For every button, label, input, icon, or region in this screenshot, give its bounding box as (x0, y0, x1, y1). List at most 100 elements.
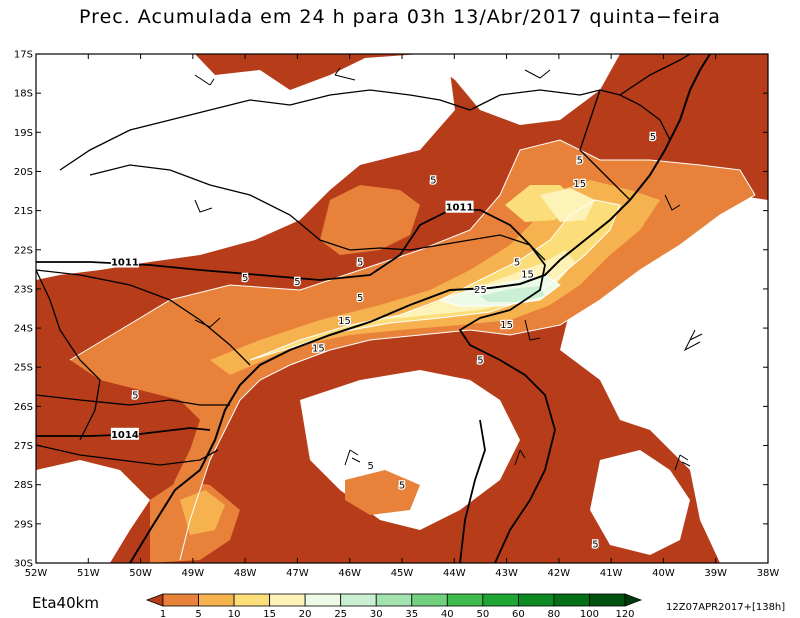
legend-tick-label: 80 (548, 609, 561, 618)
lon-label: 44W (443, 568, 466, 579)
legend-arrow-high (624, 593, 643, 607)
precip-area-5mm-islet (345, 470, 420, 515)
border-west (36, 269, 101, 441)
map-title: Prec. Acumulada em 24 h para 03h 13/Abr/… (79, 6, 721, 28)
isobar-label: 1014 (111, 430, 139, 441)
legend-swatch (233, 593, 271, 607)
border-sc-rs (36, 444, 219, 466)
isobar-1014 (36, 427, 211, 437)
precip-area-10mm (210, 180, 660, 375)
lon-label: 52W (25, 568, 48, 579)
precip-area-10mm-south (180, 490, 225, 535)
lat-label: 20S (14, 167, 33, 178)
border-mg-es (579, 89, 631, 201)
dry-area-northwest (36, 54, 455, 280)
lat-label: 30S (14, 559, 33, 570)
contour-15mm (249, 199, 621, 361)
isobar-1011-east (459, 419, 486, 563)
legend-swatch (304, 593, 342, 607)
political-boundaries (36, 54, 711, 563)
legend-swatch (269, 593, 306, 607)
wind-barb (683, 329, 703, 352)
precip-area-20mm-north (540, 188, 595, 222)
lat-label: 28S (14, 480, 33, 491)
lon-label: 47W (286, 568, 309, 579)
lon-label: 43W (495, 568, 518, 579)
legend-tick-label: 10 (228, 609, 241, 618)
legend-tick-label: 40 (441, 609, 454, 618)
lon-label: 46W (338, 568, 361, 579)
legend-swatch (517, 593, 555, 607)
run-label: 12Z07APR2017+[138h] (666, 602, 786, 613)
dry-area-southwest (36, 460, 150, 563)
precip-contour-label: 5 (294, 277, 300, 288)
lat-label: 27S (14, 441, 33, 452)
precip-contour-label: 15 (312, 344, 325, 355)
lon-label: 39W (704, 568, 727, 579)
contour-5mm (69, 139, 756, 561)
precip-contour-label: 5 (650, 132, 656, 143)
isobar-label: 1011 (446, 203, 474, 214)
wind-barb (194, 317, 221, 328)
lat-label: 24S (14, 324, 33, 335)
precip-contour-label: 15 (500, 320, 513, 331)
precip-contour-label: 5 (132, 391, 138, 402)
precip-contour-label: 5 (399, 481, 405, 492)
lat-label: 21S (14, 206, 33, 217)
legend-arrow-low (145, 593, 164, 607)
lat-label: 18S (14, 89, 33, 100)
color-legend: 1 5 10 15 20 25 30 35 40 50 60 80 100 120 (145, 593, 643, 618)
wind-barbs (194, 67, 703, 471)
precip-contour-label: 5 (242, 273, 248, 284)
latitude-labels: 17S 18S 19S 20S 21S 22S 23S 24S 25S 26S 27S 28S 29S 3… (14, 50, 33, 570)
precip-contour-label: 5 (367, 461, 373, 472)
legend-tick-label: 120 (615, 609, 634, 618)
lat-label: 22S (14, 245, 33, 256)
precip-contour-label: 5 (514, 258, 520, 269)
precip-contour-label: 15 (573, 179, 586, 190)
lon-label: 40W (652, 568, 675, 579)
legend-tick-label: 20 (299, 609, 312, 618)
lat-label: 25S (14, 363, 33, 374)
border-pr-sc (36, 394, 230, 406)
lat-label: 23S (14, 284, 33, 295)
coastline (129, 54, 711, 563)
precip-contour-label: 5 (577, 156, 583, 167)
precip-contour-label: 5 (477, 355, 483, 366)
wind-barb (524, 69, 551, 79)
legend-tick-label: 5 (195, 609, 201, 618)
wind-barb (194, 74, 215, 86)
wind-barb (664, 194, 681, 211)
legend-swatch (446, 593, 484, 607)
wind-barb (514, 449, 526, 466)
axis-ticks (35, 53, 769, 564)
precip-contour-label: 5 (430, 175, 436, 186)
legend-swatch (340, 593, 377, 607)
wind-barb (334, 67, 356, 81)
legend-swatch (162, 593, 199, 607)
precip-contour-label: 5 (357, 258, 363, 269)
lon-label: 45W (391, 568, 414, 579)
wind-barb (524, 319, 541, 341)
legend-tick-label: 25 (334, 609, 347, 618)
legend-tick-label: 100 (580, 609, 599, 618)
isobar-1011 (36, 209, 556, 563)
lon-label: 42W (548, 568, 571, 579)
lon-label: 41W (600, 568, 623, 579)
lon-label: 38W (757, 568, 780, 579)
isobar-labels: 1011 1011 1014 (110, 200, 474, 441)
precip-field (36, 54, 768, 563)
legend-swatch (589, 593, 626, 607)
wind-barb (674, 454, 691, 471)
lat-label: 17S (14, 50, 33, 61)
legend-tick-label: 1 (160, 609, 166, 618)
legend-swatch (553, 593, 590, 607)
border-mg-sp (89, 164, 546, 261)
wind-barb (194, 199, 213, 213)
lon-label: 48W (234, 568, 257, 579)
lat-label: 29S (14, 519, 33, 530)
isobar-label-bg (110, 255, 139, 268)
border-ba-mg (619, 54, 691, 96)
isobars (36, 209, 556, 563)
